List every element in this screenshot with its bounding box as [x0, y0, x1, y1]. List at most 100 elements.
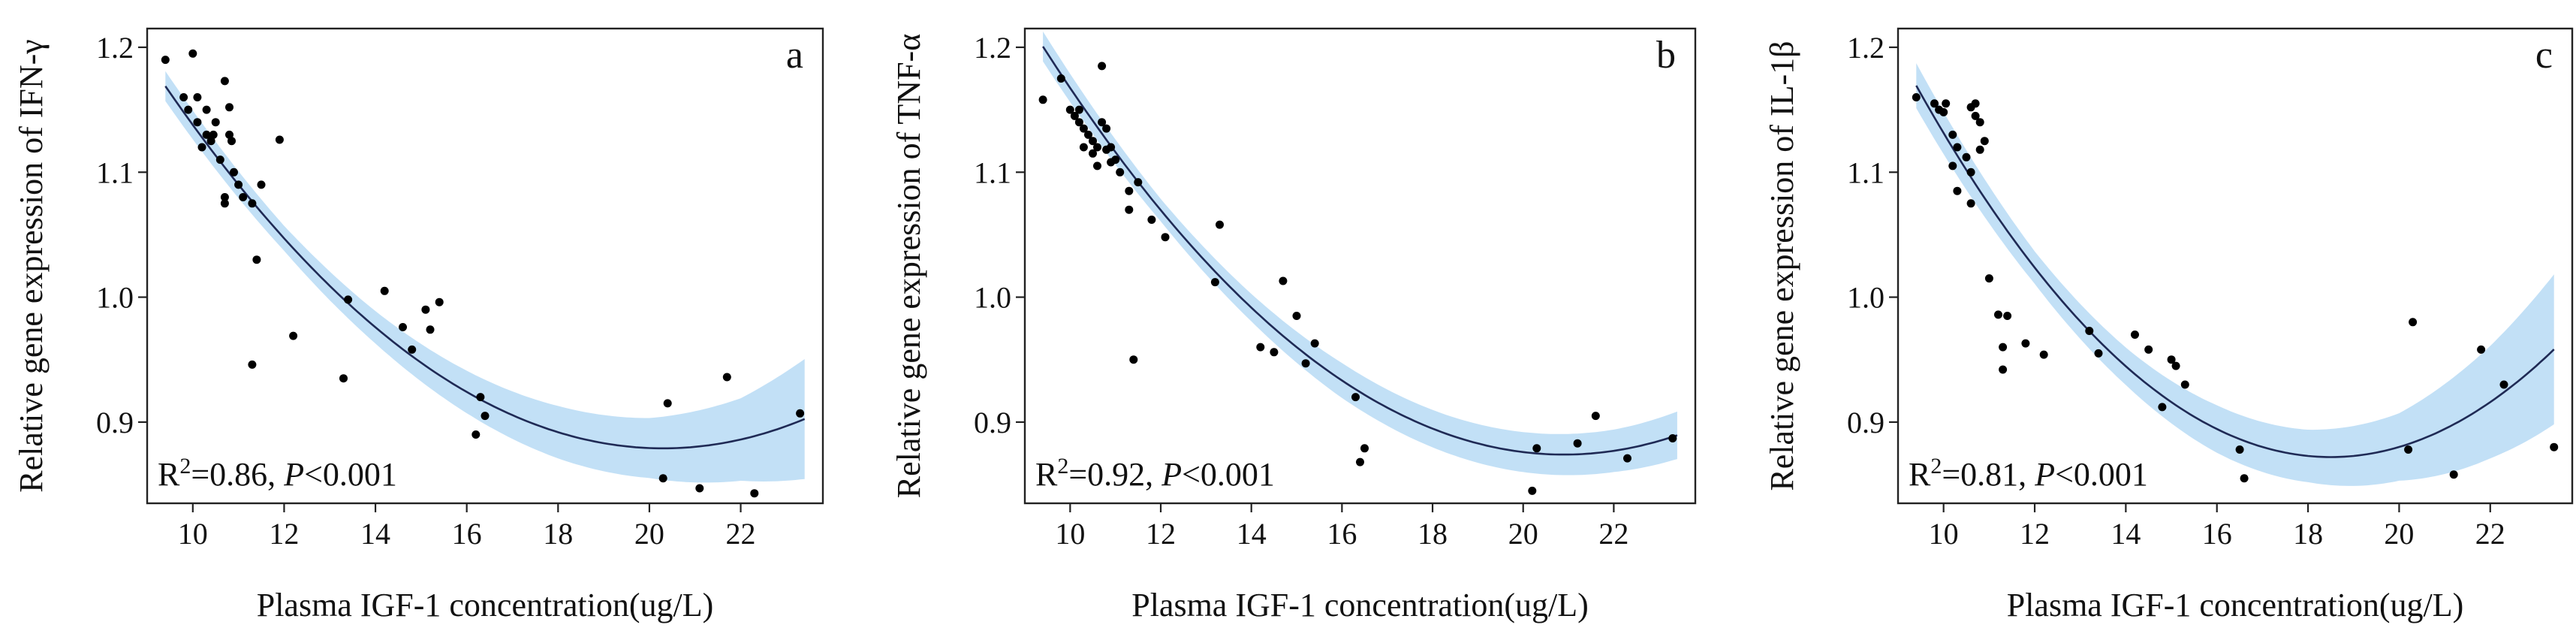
y-tick-label: 0.9 [1847, 406, 1885, 439]
data-point [227, 137, 236, 146]
data-point [1256, 343, 1265, 352]
data-point [202, 105, 211, 114]
y-tick-label: 1.2 [1847, 31, 1885, 65]
data-point [1975, 145, 1984, 154]
data-point [215, 155, 224, 165]
data-point [225, 103, 233, 112]
x-tick-label: 18 [543, 517, 573, 551]
panel-letter: b [1656, 34, 1676, 77]
y-tick-label: 0.9 [974, 406, 1011, 439]
stat-annotation: R2=0.81, P<0.001 [1909, 454, 2148, 493]
data-point [184, 105, 193, 114]
data-point [193, 118, 202, 127]
data-point [197, 143, 206, 152]
x-tick-label: 22 [1598, 517, 1628, 551]
data-point [1953, 186, 1962, 195]
data-point [1984, 274, 1993, 283]
data-point [408, 345, 417, 354]
data-point [1939, 107, 1948, 116]
data-point [225, 130, 233, 139]
data-point [1351, 393, 1360, 402]
r-squared-value: =0.81, [1942, 456, 2035, 493]
data-point [1999, 343, 2008, 352]
data-point [2021, 339, 2030, 348]
fit-curve [164, 85, 806, 450]
data-point [2167, 355, 2176, 364]
data-point [2094, 349, 2103, 358]
x-tick-label: 12 [269, 517, 299, 551]
y-tick-label: 1.0 [96, 281, 134, 315]
data-point [2499, 380, 2508, 389]
data-point [1971, 111, 1980, 120]
data-point [1912, 93, 1921, 101]
data-point [1999, 365, 2008, 374]
y-axis-title: Relative gene expression of IFN-γ [13, 39, 50, 493]
data-point [1065, 105, 1074, 114]
data-point [1962, 152, 1971, 162]
y-tick-label: 1.1 [96, 155, 134, 189]
data-point [1089, 149, 1097, 158]
data-point [1079, 143, 1088, 152]
data-point [426, 325, 435, 334]
data-point [2003, 312, 2012, 320]
data-point [695, 484, 704, 493]
y-axis-title: Relative gene expression of TNF-α [890, 34, 927, 499]
data-point [179, 93, 188, 101]
plot-frame [146, 27, 824, 505]
plot-frame [1897, 27, 2574, 505]
data-point [1948, 130, 1957, 139]
data-point [1270, 348, 1279, 357]
data-point [1125, 205, 1134, 214]
panel-b: 10 12 14 16 18 20 22 0.9 1.0 1.1 1.2 Plasma IGF-1 c… [890, 27, 1697, 623]
y-tick-label: 1.2 [974, 31, 1011, 65]
data-point [1528, 486, 1537, 495]
data-point [2131, 331, 2139, 339]
x-axis-title: Plasma IGF-1 concentration(ug/L) [2007, 587, 2464, 623]
confidence-band [165, 71, 805, 483]
data-point [1966, 103, 1975, 112]
data-point [1089, 137, 1097, 146]
data-point [1147, 216, 1156, 224]
data-point [193, 93, 202, 101]
data-point [2158, 403, 2167, 412]
data-point [220, 77, 229, 86]
stat-annotation: R2=0.86, P<0.001 [158, 454, 397, 493]
data-point [252, 255, 261, 264]
data-point [1098, 118, 1107, 127]
data-point [1310, 339, 1319, 348]
data-point [2449, 470, 2458, 479]
panel-c: 10 12 14 16 18 20 22 0.9 1.0 1.1 1.2 Plasma IGF-1 c… [1764, 27, 2574, 623]
data-point [1668, 434, 1677, 442]
p-symbol: P [283, 456, 304, 493]
data-point [1360, 444, 1369, 453]
data-point [2171, 361, 2180, 370]
data-point [1084, 130, 1092, 139]
data-point [796, 409, 805, 418]
data-point [380, 286, 389, 295]
data-point [1966, 199, 1975, 208]
p-symbol: P [1161, 456, 1182, 493]
data-point [2235, 445, 2244, 454]
x-tick-label: 16 [452, 517, 482, 551]
data-point [248, 360, 257, 369]
data-point [1948, 162, 1957, 171]
r-squared-value: =0.92, [1068, 456, 1161, 493]
r-squared-symbol: R [1035, 456, 1058, 493]
data-point [663, 399, 672, 408]
data-point [2039, 350, 2048, 359]
data-point [1134, 178, 1143, 187]
r-squared-value: =0.86, [191, 456, 284, 493]
data-point [275, 135, 284, 144]
data-point [2085, 327, 2094, 335]
x-tick-label: 10 [1055, 517, 1085, 551]
confidence-band [1043, 31, 1677, 476]
data-point [220, 193, 229, 201]
x-tick-label: 22 [2475, 517, 2505, 551]
r-squared-superscript: 2 [179, 454, 191, 479]
data-point [1532, 444, 1541, 453]
data-point [476, 393, 485, 402]
data-point [2144, 345, 2153, 354]
data-point [1966, 168, 1975, 177]
data-point [1093, 162, 1101, 171]
